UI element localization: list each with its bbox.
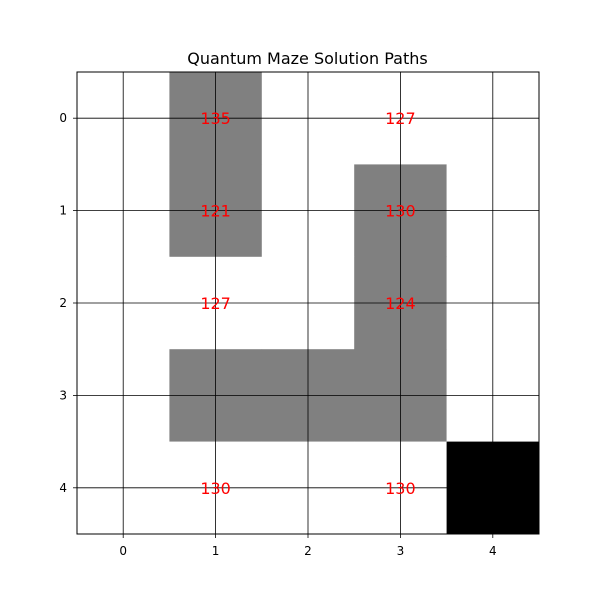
cell-value-label: 135: [200, 109, 231, 128]
cell-value-label: 124: [385, 294, 416, 313]
cell-value-label: 127: [385, 109, 416, 128]
y-tick-label: 3: [59, 388, 67, 402]
cell-annotations: 135 127 121 130 127 124 130 130: [200, 109, 415, 498]
y-tick-label: 0: [59, 111, 67, 125]
y-tick-label: 1: [59, 204, 67, 218]
axis-ticks: 0 1 2 3 4 0 1 2 3 4: [59, 111, 496, 558]
gridlines: [77, 72, 539, 534]
cell-value-label: 130: [385, 202, 416, 221]
y-tick-label: 4: [59, 481, 67, 495]
y-tick-label: 2: [59, 296, 67, 310]
x-tick-label: 2: [304, 544, 312, 558]
x-tick-label: 0: [119, 544, 127, 558]
cell-value-label: 127: [200, 294, 231, 313]
x-tick-label: 1: [212, 544, 220, 558]
cell-value-label: 130: [385, 479, 416, 498]
cell-value-label: 121: [200, 202, 231, 221]
x-tick-label: 3: [397, 544, 405, 558]
cell-value-label: 130: [200, 479, 231, 498]
x-tick-label: 4: [489, 544, 497, 558]
chart-title: Quantum Maze Solution Paths: [187, 49, 427, 68]
